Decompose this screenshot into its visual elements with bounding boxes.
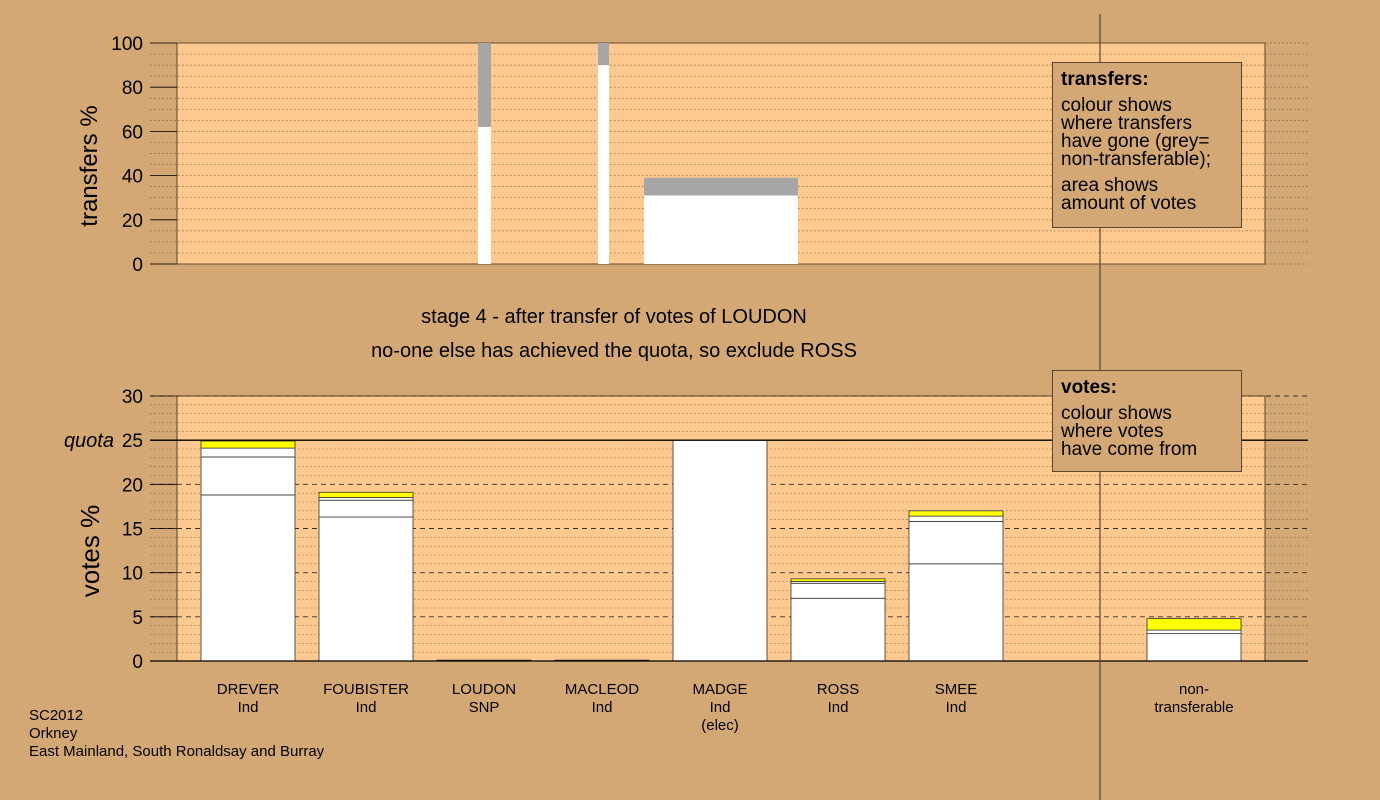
- transferred-segment: [478, 126, 491, 264]
- x-tick-label: (elec): [701, 717, 739, 734]
- votes-x-labels: DREVERIndFOUBISTERIndLOUDONSNPMACLEODInd…: [217, 681, 1234, 734]
- transfers-legend-line: area shows: [1061, 175, 1159, 196]
- transfer-bar-foubister: [478, 43, 491, 264]
- x-tick-label: SMEE: [935, 681, 978, 698]
- vote-bar-drever: [200, 440, 296, 662]
- transfers-legend-line: colour shows: [1061, 95, 1172, 116]
- stage-title: stage 4 - after transfer of votes of LOU…: [421, 306, 807, 328]
- votes-y-axis-label: votes %: [75, 505, 105, 598]
- vote-bar-madge: [672, 439, 768, 662]
- transfers-legend: transfers: colour shows where transfers …: [1052, 62, 1242, 228]
- vote-segment: [790, 582, 886, 599]
- transfers-legend-line: amount of votes: [1061, 193, 1197, 214]
- vote-bar-smee: [908, 510, 1004, 662]
- vote-bar-nontransferable: [1146, 618, 1242, 662]
- x-tick-label: Ind: [710, 699, 731, 716]
- y-tick-label: 20: [122, 475, 143, 496]
- vote-segment: [908, 515, 1004, 522]
- x-tick-label: Ind: [238, 699, 259, 716]
- vote-segment: [790, 578, 886, 582]
- transfers-bars: [478, 43, 798, 264]
- y-tick-label: 10: [122, 564, 143, 585]
- y-tick-label: 25: [122, 431, 143, 452]
- footer-ward: East Mainland, South Ronaldsay and Burra…: [29, 743, 325, 760]
- y-tick-label: 0: [132, 652, 143, 673]
- votes-legend-line: where votes: [1061, 421, 1164, 442]
- x-tick-label: FOUBISTER: [323, 681, 409, 698]
- y-tick-label: 30: [122, 387, 143, 408]
- vote-segment: [200, 447, 296, 458]
- y-tick-label: 20: [122, 211, 143, 232]
- footer-election: SC2012: [29, 707, 84, 724]
- nontransferable-segment: [598, 43, 609, 66]
- votes-bars: [200, 439, 1242, 662]
- vote-segment: [318, 491, 414, 498]
- votes-legend-line: colour shows: [1061, 403, 1172, 424]
- votes-legend: votes: colour shows where votes have com…: [1052, 370, 1242, 472]
- x-tick-label: Ind: [946, 699, 967, 716]
- y-tick-label: 60: [122, 122, 143, 143]
- transfers-legend-title: transfers:: [1061, 69, 1149, 90]
- votes-legend-line: have come from: [1061, 439, 1198, 460]
- x-tick-label: MACLEOD: [565, 681, 639, 698]
- footer: SC2012 Orkney East Mainland, South Ronal…: [29, 707, 324, 761]
- vote-segment: [200, 440, 296, 449]
- y-tick-label: 80: [122, 78, 143, 99]
- footer-council: Orkney: [29, 725, 78, 742]
- x-tick-label: DREVER: [217, 681, 280, 698]
- vote-segment: [908, 563, 1004, 662]
- x-tick-label: SNP: [469, 699, 500, 716]
- x-tick-label: transferable: [1154, 699, 1233, 716]
- vote-segment: [790, 597, 886, 662]
- vote-segment: [318, 516, 414, 662]
- vote-segment: [200, 494, 296, 662]
- x-tick-label: Ind: [356, 699, 377, 716]
- y-tick-label: 0: [132, 255, 143, 276]
- transfers-y-axis-label: transfers %: [76, 105, 103, 226]
- stage-subtitle: no-one else has achieved the quota, so e…: [371, 340, 857, 362]
- y-tick-label: 5: [132, 608, 143, 629]
- transferred-segment: [598, 65, 609, 264]
- x-tick-label: Ind: [828, 699, 849, 716]
- vote-segment: [318, 499, 414, 518]
- vote-segment: [1146, 633, 1242, 662]
- vote-segment: [1146, 618, 1242, 631]
- votes-legend-title: votes:: [1061, 377, 1117, 398]
- quota-label: quota: [64, 430, 114, 452]
- vote-segment: [1146, 629, 1242, 635]
- transfer-bar-loudon: [598, 43, 609, 264]
- x-tick-label: Ind: [592, 699, 613, 716]
- nontransferable-segment: [644, 177, 798, 196]
- transferred-segment: [644, 195, 798, 264]
- vote-segment: [908, 521, 1004, 565]
- transfer-bar-macleod: [644, 177, 798, 264]
- vote-bar-foubister: [318, 491, 414, 662]
- votes-y-ticks: 0 5 10 15 20 25 30: [122, 387, 177, 673]
- y-tick-label: 100: [111, 34, 143, 55]
- y-tick-label: 15: [122, 520, 143, 541]
- x-tick-label: MADGE: [692, 681, 747, 698]
- vote-segment: [200, 456, 296, 496]
- vote-segment: [908, 510, 1004, 517]
- transfers-legend-line: non-transferable);: [1061, 149, 1211, 170]
- transfers-legend-line: have gone (grey=: [1061, 131, 1210, 152]
- x-tick-label: ROSS: [817, 681, 860, 698]
- transfers-legend-line: where transfers: [1061, 113, 1192, 134]
- x-tick-label: LOUDON: [452, 681, 516, 698]
- transfers-y-ticks: 0 20 40 60 80 100: [111, 34, 177, 276]
- y-tick-label: 40: [122, 167, 143, 188]
- vote-bar-ross: [790, 578, 886, 662]
- vote-segment: [672, 439, 768, 662]
- nontransferable-segment: [478, 43, 491, 127]
- x-tick-label: non-: [1179, 681, 1209, 698]
